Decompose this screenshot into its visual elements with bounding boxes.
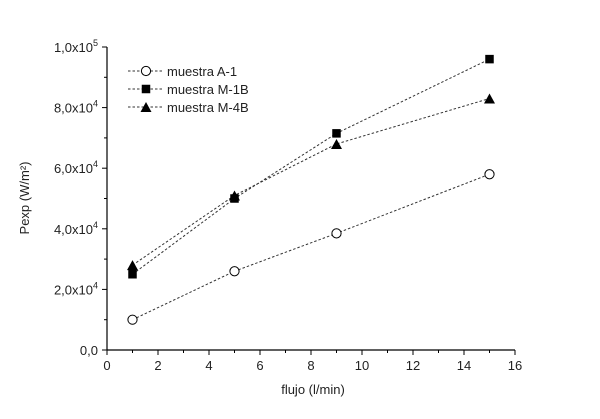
data-point-series-3 — [331, 138, 342, 149]
x-tick-label: 2 — [154, 358, 161, 373]
x-tick-label: 12 — [406, 358, 420, 373]
data-point-series-3 — [127, 260, 138, 271]
legend-marker-3 — [140, 102, 152, 112]
y-tick-label: 0,0 — [80, 343, 98, 358]
x-tick-label: 6 — [256, 358, 263, 373]
x-tick-label: 4 — [205, 358, 212, 373]
y-axis-title: Pexp (W/m²) — [17, 162, 32, 235]
data-point-series-1 — [331, 228, 342, 239]
data-point-series-3 — [229, 190, 240, 201]
data-point-series-1 — [229, 266, 240, 277]
data-point-series-1 — [484, 169, 495, 180]
legend-marker-1 — [140, 65, 152, 77]
series-line-3 — [132, 98, 490, 266]
y-tick-label: 1,0x105 — [54, 38, 98, 55]
x-tick-label: 8 — [307, 358, 314, 373]
legend-label-1: muestra A-1 — [167, 64, 237, 79]
series-line-1 — [132, 173, 490, 321]
x-tick-label: 14 — [457, 358, 471, 373]
axes: 0 2 4 6 8 10 12 14 16 0,0 2,0x104 4,0x104 6,0x104 8,0… — [54, 38, 522, 373]
legend-label-2: muestra M-1B — [167, 82, 249, 97]
x-tick-label: 16 — [508, 358, 522, 373]
y-tick-label: 4,0x104 — [54, 220, 98, 237]
legend-marker-2 — [141, 84, 151, 94]
series-line-2 — [132, 58, 490, 275]
y-tick-label: 8,0x104 — [54, 99, 98, 116]
x-tick-label: 10 — [355, 358, 369, 373]
data-point-series-2 — [128, 270, 137, 279]
data-point-series-2 — [485, 54, 494, 64]
data-point-series-3 — [484, 93, 495, 104]
x-axis-title: flujo (l/min) — [281, 382, 345, 397]
x-tick-label: 0 — [103, 358, 110, 373]
legend: muestra A-1 muestra M-1B muestra M-4B — [128, 64, 249, 115]
plot-area — [127, 54, 495, 325]
data-point-series-1 — [127, 314, 138, 325]
y-tick-label: 6,0x104 — [54, 159, 98, 176]
legend-label-3: muestra M-4B — [167, 100, 249, 115]
data-point-series-2 — [332, 129, 341, 138]
y-tick-label: 2,0x104 — [54, 280, 98, 297]
